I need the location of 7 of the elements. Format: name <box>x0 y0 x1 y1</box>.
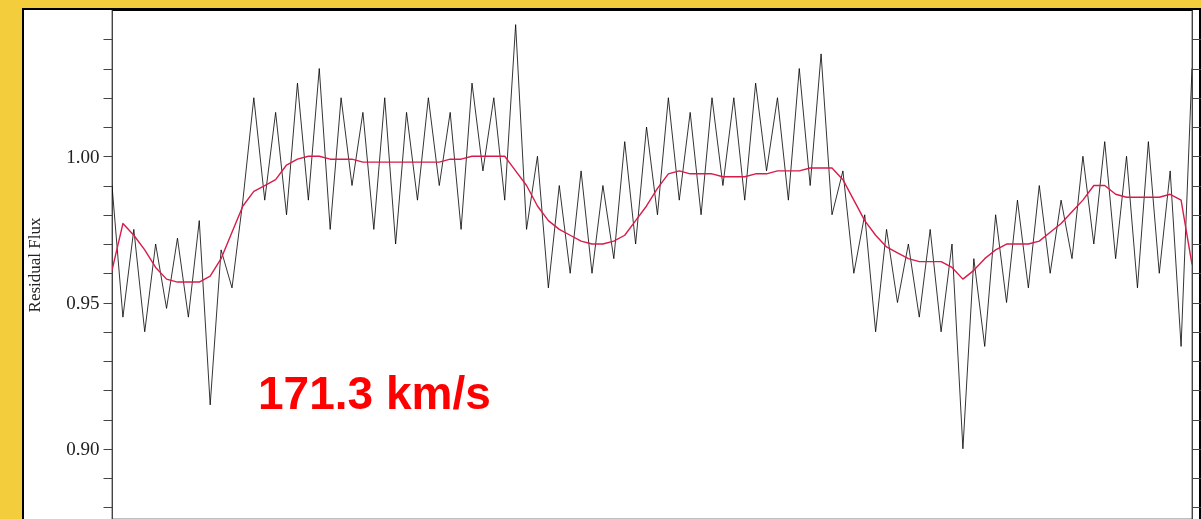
y-tick-label: 0.95 <box>66 292 100 314</box>
y-tick-label: 1.00 <box>66 145 100 167</box>
line-series <box>112 24 1192 450</box>
y-tick-label: 0.90 <box>66 438 100 460</box>
annotation: 171.3 km/s <box>258 367 491 419</box>
line-series <box>112 155 1192 283</box>
y-axis-title: Residual Flux <box>25 217 45 313</box>
